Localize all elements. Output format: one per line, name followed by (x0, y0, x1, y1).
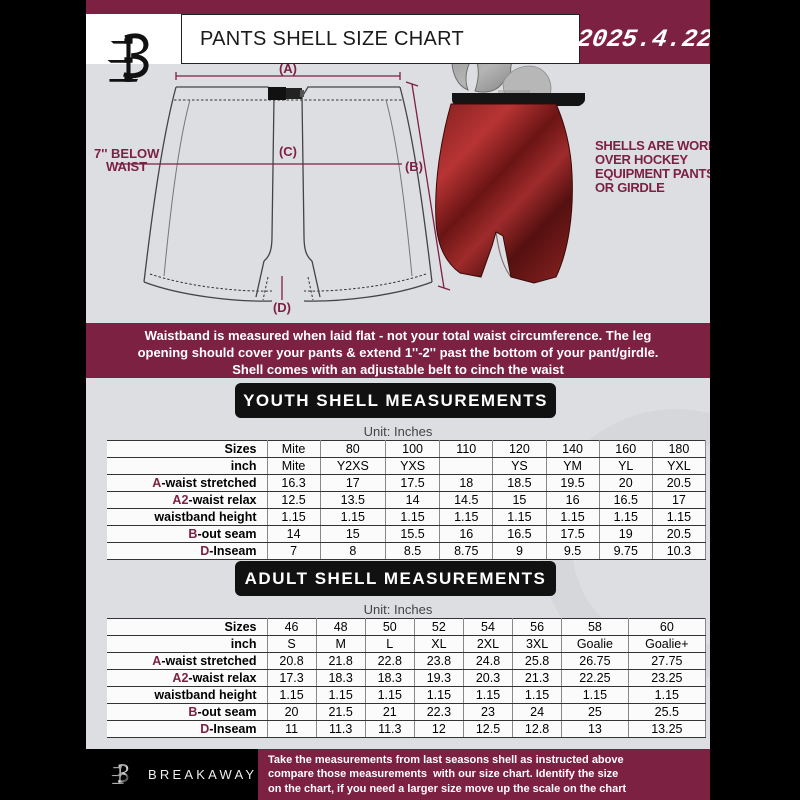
svg-text:OVER HOCKEY: OVER HOCKEY (595, 152, 688, 167)
svg-text:SHELLS ARE WORN: SHELLS ARE WORN (595, 138, 710, 153)
svg-text:(C): (C) (279, 144, 297, 159)
svg-text:EQUIPMENT PANTS: EQUIPMENT PANTS (595, 166, 710, 181)
svg-text:(D): (D) (273, 300, 291, 315)
svg-text:(A): (A) (279, 64, 297, 76)
svg-text:(B): (B) (405, 159, 423, 174)
svg-text:WAIST: WAIST (106, 159, 147, 174)
svg-text:OR GIRDLE: OR GIRDLE (595, 180, 665, 195)
